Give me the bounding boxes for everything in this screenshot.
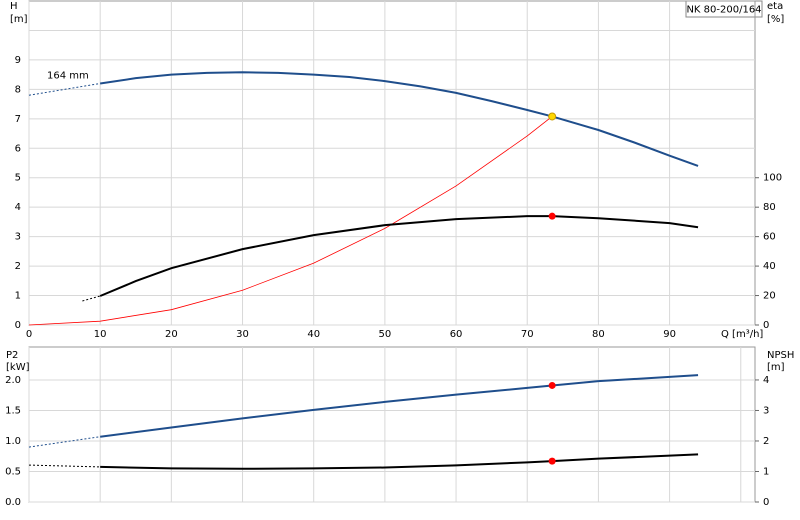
- y-axis-unit: [m]: [10, 14, 28, 25]
- y2-tick-label: 3: [763, 405, 769, 416]
- y2-tick-label: 60: [763, 232, 776, 243]
- y-tick-label: 8: [15, 84, 21, 95]
- y2-tick-label: 4: [763, 375, 769, 386]
- x-axis-label: Q [m³/h]: [721, 329, 763, 340]
- x-tick-label: 10: [94, 329, 107, 340]
- y2-tick-label: 1: [763, 466, 769, 477]
- y-tick-label: 0: [15, 320, 21, 331]
- y2-tick-label: 2: [763, 436, 769, 447]
- x-tick-label: 50: [379, 329, 392, 340]
- curve: [100, 374, 699, 438]
- y2-tick-label: 100: [763, 173, 782, 184]
- y-tick-label: 0.0: [5, 497, 21, 508]
- y-tick-label: 1.0: [5, 436, 21, 447]
- curve: [28, 116, 553, 326]
- x-tick-label: 30: [236, 329, 249, 340]
- y-tick-label: 2.0: [5, 375, 21, 386]
- x-tick-label: 0: [26, 329, 32, 340]
- y2-axis-unit: [%]: [767, 14, 784, 25]
- y-axis-unit: [kW]: [6, 362, 30, 373]
- y-tick-label: 4: [15, 202, 21, 213]
- y-tick-label: 7: [15, 114, 21, 125]
- x-tick-label: 90: [663, 329, 676, 340]
- y-tick-label: 9: [15, 55, 21, 66]
- x-tick-label: 20: [165, 329, 178, 340]
- x-tick-label: 70: [521, 329, 534, 340]
- y-tick-label: 3: [15, 232, 21, 243]
- operating-point: [548, 457, 556, 465]
- x-tick-label: 80: [592, 329, 605, 340]
- y2-tick-label: 40: [763, 261, 776, 272]
- y-tick-label: 1.5: [5, 405, 21, 416]
- y-tick-label: 2: [15, 261, 21, 272]
- y2-tick-label: 0: [763, 497, 769, 508]
- y-axis-label: H: [10, 1, 18, 12]
- y-tick-label: 0.5: [5, 466, 21, 477]
- chart-title: NK 80-200/164: [686, 5, 761, 16]
- curve: [100, 453, 699, 470]
- y2-tick-label: 0: [763, 320, 769, 331]
- curve: [99, 215, 699, 297]
- operating-point: [548, 212, 556, 220]
- y2-axis-unit: [m]: [767, 362, 785, 373]
- y2-axis-label: eta: [767, 1, 783, 12]
- x-tick-label: 40: [307, 329, 320, 340]
- y-tick-label: 6: [15, 143, 21, 154]
- y-axis-label: P2: [6, 350, 18, 361]
- y-tick-label: 5: [15, 173, 21, 184]
- y-tick-label: 1: [15, 291, 21, 302]
- operating-point: [548, 112, 557, 121]
- x-tick-label: 60: [450, 329, 463, 340]
- curve: [28, 82, 101, 96]
- y2-tick-label: 20: [763, 291, 776, 302]
- curve: [82, 295, 101, 302]
- y2-axis-label: NPSH: [767, 350, 794, 361]
- operating-point: [548, 381, 556, 389]
- curve-annotation: 164 mm: [47, 70, 89, 81]
- y2-tick-label: 80: [763, 202, 776, 213]
- curve: [100, 71, 699, 167]
